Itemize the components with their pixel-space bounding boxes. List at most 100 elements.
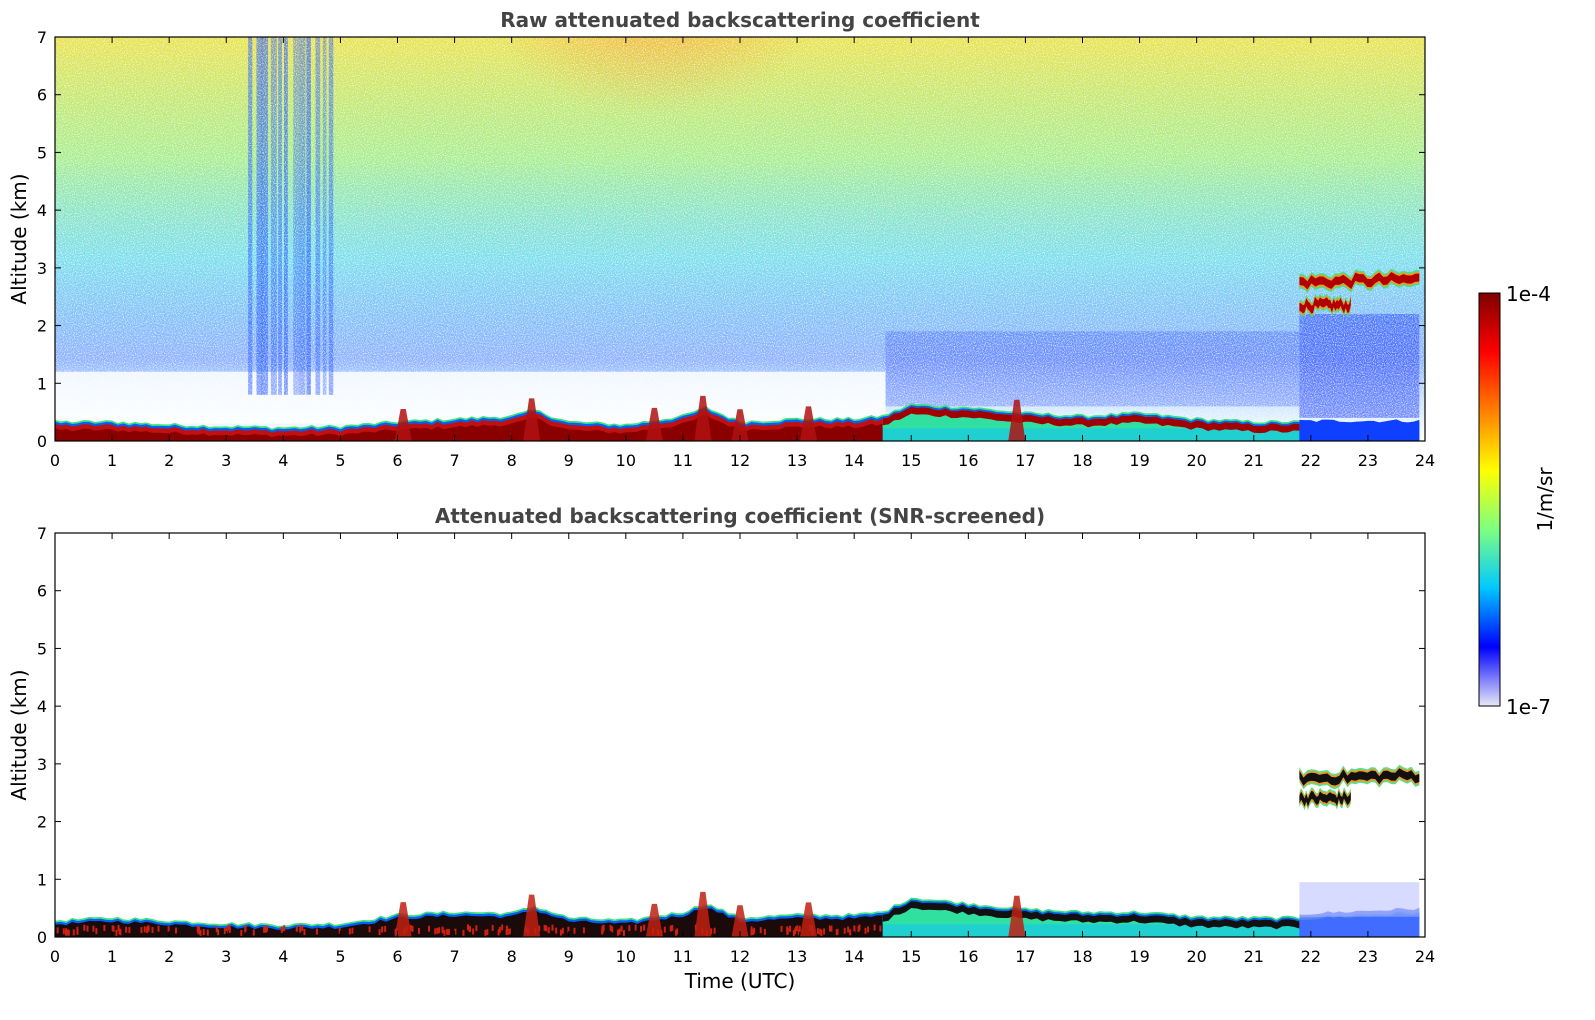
- plume: [731, 905, 749, 937]
- boundary-layer-speckle: [750, 926, 753, 933]
- panel-snr-screened: Attenuated backscattering coefficient (S…: [7, 504, 1435, 993]
- boundary-layer-speckle: [295, 925, 298, 932]
- x-tick-label: 6: [392, 451, 402, 470]
- plot-frame: [54, 532, 1426, 938]
- cloud-layer: [1299, 790, 1351, 807]
- x-tick-label: 19: [1129, 947, 1149, 966]
- boundary-layer-speckle: [462, 929, 465, 936]
- y-tick-label: 2: [37, 317, 47, 336]
- x-tick-label: 11: [673, 947, 693, 966]
- colorbar: 1e-4 1e-7 1/m/sr: [1478, 282, 1557, 719]
- x-tick-label: 16: [958, 451, 978, 470]
- boundary-layer-speckle: [417, 927, 420, 934]
- x-tick-label: 21: [1244, 947, 1264, 966]
- y-tick-label: 6: [37, 582, 47, 601]
- x-tick-label: 24: [1415, 947, 1435, 966]
- boundary-layer-speckle: [351, 927, 354, 934]
- boundary-layer-speckle: [117, 924, 120, 931]
- boundary-layer-speckle: [484, 929, 487, 936]
- x-tick-label: 7: [449, 947, 459, 966]
- boundary-layer-speckle: [491, 924, 494, 931]
- boundary-layer-speckle: [788, 925, 791, 932]
- boundary-layer-speckle: [752, 929, 755, 936]
- aerosol-layer-band: [882, 406, 1300, 434]
- boundary-layer-speckle: [750, 929, 753, 936]
- boundary-layer-speckle: [792, 930, 795, 937]
- boundary-layer-speckle: [76, 926, 79, 933]
- boundary-layer-speckle: [643, 924, 646, 931]
- boundary-layer-lower: [882, 901, 1300, 925]
- boundary-layer-speckle: [611, 926, 614, 933]
- x-tick-label: 20: [1186, 451, 1206, 470]
- boundary-layer-speckle: [753, 927, 756, 934]
- boundary-layer-speckle: [873, 924, 876, 931]
- boundary-layer-speckle: [543, 924, 546, 931]
- boundary-layer-speckle: [671, 924, 674, 931]
- boundary-layer-speckle: [86, 925, 89, 932]
- boundary-layer-speckle: [217, 929, 220, 936]
- plume: [523, 894, 541, 937]
- cloud-layer: [1299, 768, 1420, 786]
- x-tick-label: 13: [787, 451, 807, 470]
- x-tick-label: 17: [1015, 451, 1035, 470]
- boundary-layer-speckle: [601, 926, 604, 933]
- colorbar-label: 1/m/sr: [1533, 467, 1557, 532]
- y-tick-label: 7: [37, 28, 47, 47]
- boundary-layer-speckle: [283, 925, 286, 932]
- boundary-layer-speckle: [843, 927, 846, 934]
- boundary-layer-speckle: [867, 926, 870, 933]
- x-tick-label: 15: [901, 947, 921, 966]
- x-tick-label: 8: [507, 451, 517, 470]
- boundary-layer-speckle: [628, 925, 631, 932]
- boundary-layer-speckle: [199, 929, 202, 936]
- boundary-layer-speckle: [551, 924, 554, 931]
- x-tick-label: 17: [1015, 947, 1035, 966]
- x-tick-label: 5: [335, 451, 345, 470]
- x-axis-label: Time (UTC): [684, 969, 796, 993]
- y-axis-label: Altitude (km): [7, 173, 31, 304]
- boundary-layer-speckle: [675, 929, 678, 936]
- colorbar-scale: [1478, 292, 1501, 707]
- boundary-layer-speckle: [92, 925, 95, 932]
- boundary-layer-speckle: [759, 927, 762, 934]
- plume: [731, 409, 749, 441]
- boundary-layer-speckle: [506, 925, 509, 932]
- boundary-layer-speckle: [368, 926, 371, 933]
- y-tick-label: 3: [37, 755, 47, 774]
- x-tick-label: 9: [564, 947, 574, 966]
- y-axis: 0 1 2 3 4 5 6 7: [37, 524, 1425, 947]
- boundary-layer-speckle: [469, 926, 472, 933]
- chart-title: Attenuated backscattering coefficient (S…: [435, 504, 1045, 528]
- x-tick-label: 2: [164, 947, 174, 966]
- boundary-layer-speckle: [538, 925, 541, 932]
- boundary-layer-speckle: [280, 926, 283, 933]
- boundary-layer-speckle: [447, 928, 450, 935]
- boundary-layer-speckle: [441, 926, 444, 933]
- y-tick-label: 6: [37, 86, 47, 105]
- chart-title: Raw attenuated backscattering coefficien…: [500, 8, 980, 32]
- boundary-layer-speckle: [128, 927, 131, 934]
- y-tick-label: 0: [37, 432, 47, 451]
- boundary-layer-speckle: [301, 924, 304, 931]
- boundary-layer-speckle: [498, 926, 501, 933]
- boundary-layer-speckle: [265, 926, 268, 933]
- boundary-layer-speckle: [561, 927, 564, 934]
- boundary-layer-speckle: [475, 925, 478, 932]
- boundary-layer-speckle: [303, 929, 306, 936]
- y-tick-label: 4: [37, 697, 47, 716]
- x-tick-label: 24: [1415, 451, 1435, 470]
- boundary-layer-speckle: [486, 929, 489, 936]
- plume: [645, 407, 663, 441]
- boundary-layer-speckle: [252, 929, 255, 936]
- boundary-layer-night: [1299, 419, 1420, 441]
- boundary-layer-speckle: [206, 929, 209, 936]
- boundary-layer-speckle: [119, 929, 122, 936]
- boundary-layer-speckle: [786, 929, 789, 936]
- boundary-layer-speckle: [384, 925, 387, 932]
- x-tick-label: 13: [787, 947, 807, 966]
- boundary-layer-speckle: [151, 927, 154, 934]
- boundary-layer-speckle: [409, 924, 412, 931]
- x-tick-label: 22: [1301, 451, 1321, 470]
- cloud-layer: [1299, 297, 1351, 314]
